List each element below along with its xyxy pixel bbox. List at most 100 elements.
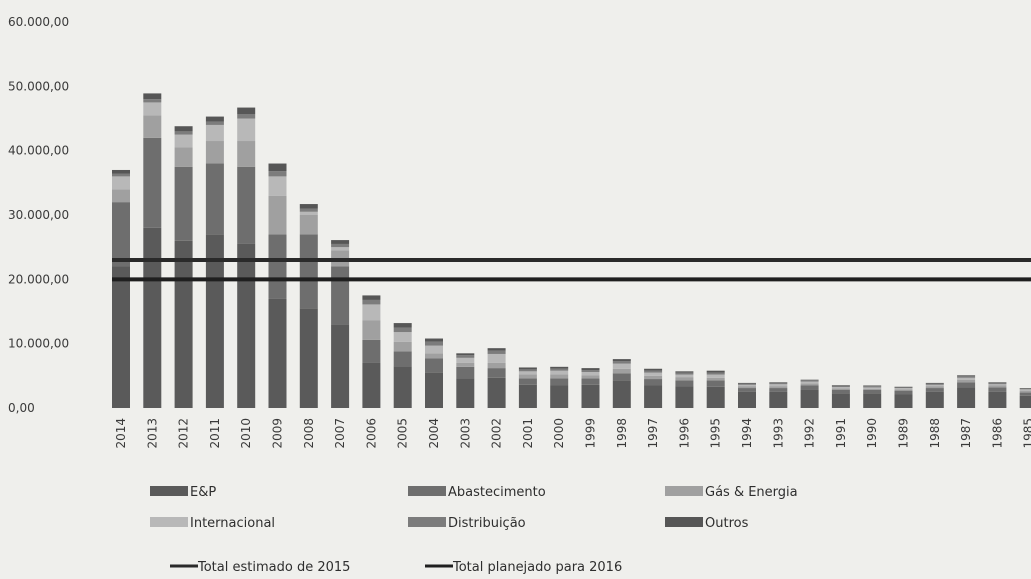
x-tick-label: 2000 — [552, 418, 566, 449]
bar-segment — [644, 370, 663, 373]
bar-segment — [174, 126, 193, 132]
bar-segment — [738, 388, 756, 392]
bar-segment — [1019, 390, 1031, 393]
legend-label: Distribuição — [448, 516, 526, 531]
bar-segment — [487, 377, 506, 408]
y-tick-label: 50.000,00 — [8, 79, 69, 93]
bar-segment — [205, 141, 224, 164]
bar-segment — [456, 357, 475, 363]
x-tick-label: 1996 — [677, 418, 691, 449]
legend-swatch — [408, 517, 446, 527]
x-tick-label: 2010 — [239, 418, 253, 449]
bar-segment — [550, 385, 569, 408]
x-tick-label: 2013 — [145, 418, 159, 449]
bar-segment — [894, 388, 913, 390]
bar-segment — [331, 247, 350, 251]
bar-segment — [268, 195, 287, 235]
bar-segment — [425, 341, 443, 346]
bar-segment — [988, 387, 1007, 392]
bar-segment — [894, 386, 913, 388]
bar-segment — [487, 353, 506, 363]
bar-segment — [268, 171, 287, 177]
bar-segment — [988, 385, 1007, 388]
bar-segment — [800, 385, 819, 390]
bar-segment — [362, 339, 381, 363]
bar-segment — [800, 389, 819, 408]
bar-segment — [1019, 388, 1031, 389]
bar-segment — [174, 166, 193, 241]
bar-segment — [675, 380, 694, 387]
bar-segment — [299, 204, 318, 209]
bar-segment — [143, 99, 162, 103]
bar-segment — [112, 173, 130, 177]
bar-segment — [425, 345, 443, 354]
y-tick-label: 30.000,00 — [8, 208, 69, 222]
bar-segment — [174, 147, 193, 167]
x-tick-label: 2009 — [271, 418, 285, 449]
bar-segment — [863, 389, 882, 394]
bar-segment — [675, 386, 694, 408]
bar-segment — [550, 368, 569, 371]
bar-segment — [425, 338, 443, 342]
bar-segment — [143, 227, 162, 408]
x-tick-label: 1991 — [834, 418, 848, 449]
x-tick-label: 1994 — [740, 418, 754, 449]
bar-segment — [362, 304, 381, 321]
bar-segment — [268, 234, 287, 299]
bar-segment — [675, 377, 694, 381]
bar-segment — [675, 371, 694, 373]
legend-swatch — [150, 486, 188, 496]
bar-segment — [706, 372, 725, 375]
bar-segment — [644, 368, 663, 371]
bar-segment — [299, 215, 318, 235]
bar-segment — [331, 243, 350, 248]
bar-segment — [518, 367, 537, 370]
x-tick-label: 2003 — [458, 418, 472, 449]
bar-segment — [988, 384, 1007, 386]
bar-segment — [831, 389, 850, 394]
bar-segment — [675, 374, 694, 378]
bar-segment — [957, 379, 976, 383]
bar-segment — [581, 384, 600, 408]
x-tick-label: 1988 — [928, 418, 942, 449]
bar-segment — [800, 379, 819, 381]
y-tick-label: 0,00 — [8, 401, 35, 415]
bar-segment — [487, 348, 506, 351]
x-tick-label: 1997 — [646, 418, 660, 449]
bar-segment — [237, 107, 256, 114]
bar-segment — [863, 388, 882, 390]
bar-segment — [581, 371, 600, 376]
x-tick-label: 2007 — [333, 418, 347, 449]
bar-segment — [738, 382, 756, 384]
bar-segment — [957, 377, 976, 380]
bar-segment — [644, 372, 663, 376]
x-tick-label: 1998 — [615, 418, 629, 449]
bar-segment — [957, 375, 976, 376]
bar-segment — [205, 124, 224, 142]
bar-segment — [925, 391, 944, 408]
bar-segment — [456, 362, 475, 367]
bar-segment — [299, 234, 318, 309]
bar-segment — [925, 384, 944, 387]
bar-segment — [331, 266, 350, 325]
bar-segment — [1019, 392, 1031, 396]
bar-segment — [706, 377, 725, 381]
bar-segment — [644, 375, 663, 380]
x-tick-label: 1989 — [897, 418, 911, 449]
legend-label: Total estimado de 2015 — [197, 560, 350, 575]
bar-segment — [738, 384, 756, 387]
x-tick-label: 2004 — [427, 418, 441, 449]
bar-segment — [174, 131, 193, 135]
bar-segment — [612, 380, 631, 408]
bar-segment — [112, 266, 130, 408]
bar-segment — [612, 361, 631, 364]
bar-segment — [925, 388, 944, 392]
bar-segment — [205, 163, 224, 235]
bar-segment — [268, 298, 287, 408]
bar-segment — [831, 387, 850, 389]
x-tick-label: 1992 — [803, 418, 817, 449]
x-tick-label: 2008 — [302, 418, 316, 449]
bar-segment — [800, 383, 819, 386]
bar-segment — [112, 202, 130, 267]
